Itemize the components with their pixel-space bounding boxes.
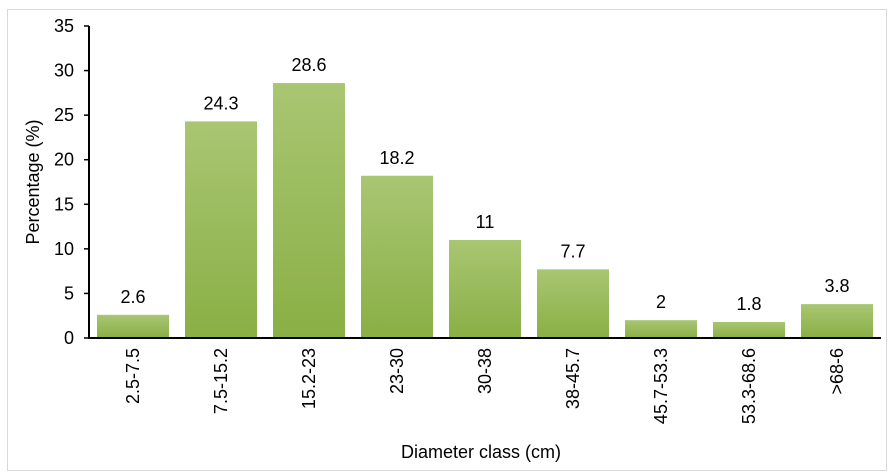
y-tick-label: 30: [54, 61, 74, 81]
data-label: 3.8: [824, 276, 849, 296]
bar: [361, 175, 433, 338]
bar: [273, 83, 345, 339]
data-label: 1.8: [736, 294, 761, 314]
x-tick-label: 38-45.7: [563, 348, 583, 409]
x-tick-label: 23-30: [387, 348, 407, 394]
bar: [97, 314, 169, 338]
data-label: 24.3: [203, 93, 238, 113]
y-tick-label: 25: [54, 105, 74, 125]
bar: [713, 321, 785, 338]
data-label: 11: [476, 212, 495, 232]
bar: [449, 239, 521, 338]
x-tick-label: 53.3-68.6: [739, 348, 759, 424]
y-tick-label: 0: [64, 328, 74, 348]
chart-frame: [7, 9, 887, 471]
data-label: 18.2: [379, 148, 414, 168]
x-tick-label: 2.5-7.5: [123, 348, 143, 404]
bar: [185, 121, 257, 338]
data-label: 2.6: [120, 287, 145, 307]
x-tick-label: >68-6: [827, 348, 847, 395]
data-label: 2: [656, 292, 666, 312]
data-label: 7.7: [560, 241, 585, 261]
y-tick-label: 35: [54, 16, 74, 36]
x-tick-label: 30-38: [475, 348, 495, 394]
x-tick-label: 45.7-53.3: [651, 348, 671, 424]
data-label: 28.6: [291, 55, 326, 75]
bar: [625, 320, 697, 338]
y-tick-label: 15: [54, 194, 74, 214]
y-tick-label: 10: [54, 239, 74, 259]
x-tick-label: 7.5-15.2: [211, 348, 231, 414]
x-axis-title: Diameter class (cm): [401, 442, 561, 462]
bar: [801, 304, 873, 338]
x-tick-label: 15.2-23: [299, 348, 319, 409]
y-axis-title: Percentage (%): [23, 119, 43, 244]
y-tick-label: 5: [64, 283, 74, 303]
y-tick-label: 20: [54, 150, 74, 170]
bar: [537, 269, 609, 338]
